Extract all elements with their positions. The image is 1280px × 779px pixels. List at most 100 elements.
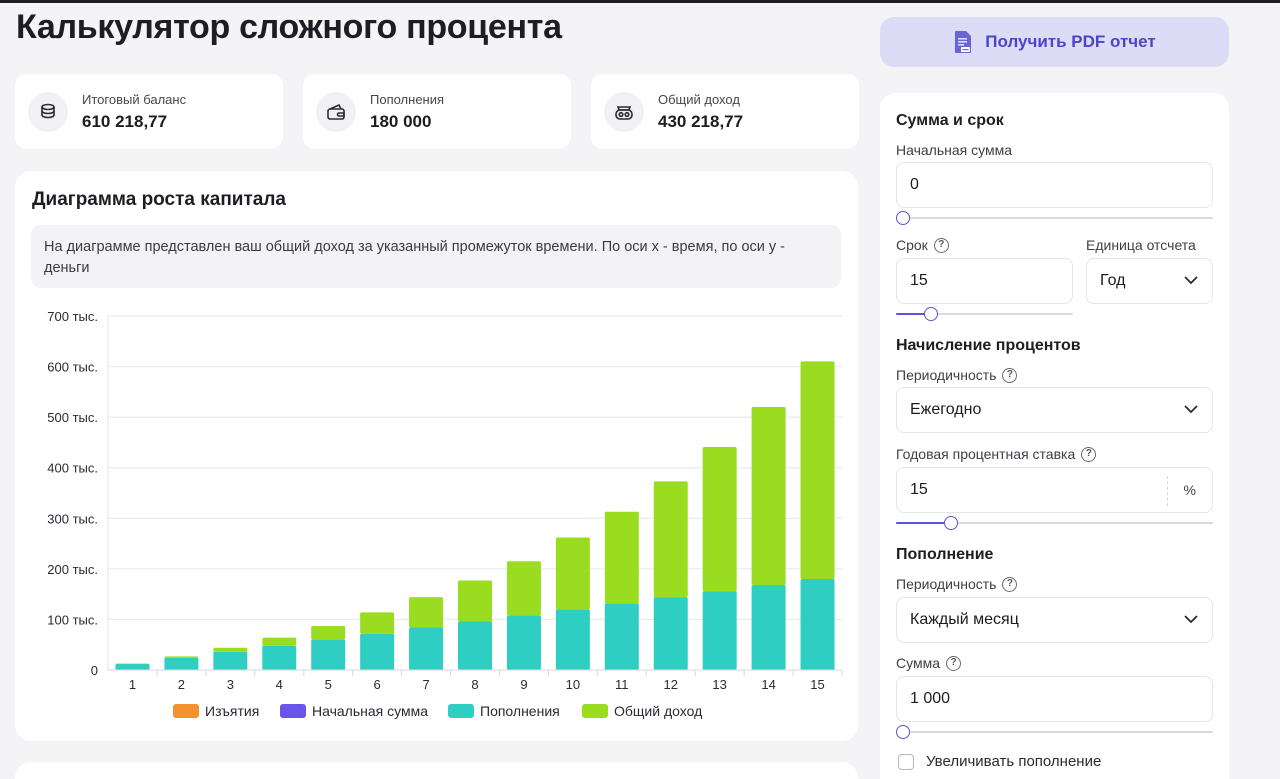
rate-label: Годовая процентная ставка ? xyxy=(896,446,1097,462)
legend-label: Пополнения xyxy=(480,703,560,719)
contribution-period-select[interactable]: Каждый месяц xyxy=(896,597,1213,643)
bar-segment xyxy=(262,645,297,670)
bar-segment xyxy=(604,603,639,670)
unit-label-text: Единица отсчета xyxy=(1086,237,1196,253)
term-input[interactable]: 15 xyxy=(896,258,1073,304)
x-tick-label: 7 xyxy=(422,677,429,692)
bar-segment xyxy=(653,481,688,598)
chart-title: Диаграмма роста капитала xyxy=(32,189,286,210)
interest-period-label-text: Периодичность xyxy=(896,367,997,383)
x-tick-label: 5 xyxy=(325,677,332,692)
slider-thumb[interactable] xyxy=(896,725,910,739)
bar-segment xyxy=(311,639,346,670)
legend-swatch xyxy=(582,704,608,718)
bar-segment xyxy=(115,663,150,670)
help-icon[interactable]: ? xyxy=(1002,367,1018,383)
y-tick-label: 300 тыс. xyxy=(47,511,98,526)
bar-segment xyxy=(213,647,248,652)
lower-card xyxy=(15,762,858,779)
y-tick-label: 0 xyxy=(91,663,98,678)
capital-growth-chart: 0 100 тыс. 200 тыс. 300 тыс. 400 тыс. 500 тыс… xyxy=(47,309,843,719)
legend-swatch xyxy=(448,704,474,718)
pdf-button-label: Получить PDF отчет xyxy=(985,32,1156,51)
x-tick-label: 6 xyxy=(374,677,381,692)
term-value: 15 xyxy=(910,272,928,289)
initial-amount-value: 0 xyxy=(910,176,919,193)
contribution-period-value: Каждый месяц xyxy=(910,611,1019,628)
legend-label: Начальная сумма xyxy=(312,703,428,719)
bar-segment xyxy=(360,633,395,670)
rate-label-text: Годовая процентная ставка xyxy=(896,446,1076,462)
bar-segment xyxy=(409,597,444,628)
page-title: Калькулятор сложного процента xyxy=(16,8,562,46)
help-icon[interactable]: ? xyxy=(933,237,949,253)
x-tick-label: 8 xyxy=(471,677,478,692)
y-tick-label: 500 тыс. xyxy=(47,410,98,425)
unit-value: Год xyxy=(1100,272,1126,289)
stat-card-final-balance: Итоговый баланс 610 218,77 xyxy=(15,74,283,149)
contribution-slider[interactable] xyxy=(896,725,1213,739)
contribution-period-label-text: Периодичность xyxy=(896,576,997,592)
x-tick-label: 9 xyxy=(520,677,527,692)
stat-value: 180 000 xyxy=(370,111,432,131)
stat-value: 610 218,77 xyxy=(82,111,168,131)
bar-segment xyxy=(702,446,737,592)
stat-card-contributions: Пополнения 180 000 xyxy=(303,74,571,149)
x-tick-label: 15 xyxy=(810,677,824,692)
unit-select[interactable]: Год xyxy=(1086,258,1213,304)
y-tick-label: 100 тыс. xyxy=(47,612,98,627)
slider-thumb[interactable] xyxy=(923,307,938,321)
chart-description: На диаграмме представлен ваш общий доход… xyxy=(31,225,841,288)
x-tick-label: 4 xyxy=(276,677,283,692)
suffix-divider xyxy=(1167,476,1168,506)
rate-input[interactable]: 15 % xyxy=(896,467,1213,513)
slider-thumb[interactable] xyxy=(896,211,910,225)
interest-period-label: Периодичность ? xyxy=(896,367,1018,383)
get-pdf-report-button[interactable]: Получить PDF отчет xyxy=(880,17,1229,67)
contribution-amount-value: 1 000 xyxy=(910,690,951,707)
increase-contribution-label: Увеличивать пополнение xyxy=(926,753,1102,770)
help-icon[interactable]: ? xyxy=(1002,576,1018,592)
interest-period-select[interactable]: Ежегодно xyxy=(896,387,1213,433)
stat-card-total-income: Общий доход 430 218,77 xyxy=(591,74,859,149)
chevron-down-icon xyxy=(1184,611,1198,629)
unit-label: Единица отсчета xyxy=(1086,237,1196,253)
x-tick-label: 13 xyxy=(712,677,726,692)
pdf-document-icon xyxy=(953,30,973,54)
section-title-amount-term: Сумма и срок xyxy=(896,112,1004,129)
help-icon[interactable]: ? xyxy=(946,655,961,671)
legend-label: Общий доход xyxy=(614,703,702,719)
increase-contribution-row[interactable]: Увеличивать пополнение xyxy=(898,753,1101,770)
wallet-icon xyxy=(316,91,356,132)
bar-segment xyxy=(458,580,492,622)
stat-label: Пополнения xyxy=(370,91,445,107)
stat-label: Итоговый баланс xyxy=(82,91,187,107)
bar-segment xyxy=(751,585,786,670)
bar-segment xyxy=(751,407,786,586)
x-tick-label: 10 xyxy=(566,677,580,692)
help-icon[interactable]: ? xyxy=(1081,446,1097,462)
bar-segment xyxy=(604,511,639,604)
initial-amount-slider[interactable] xyxy=(896,211,1213,225)
legend-swatch xyxy=(280,704,306,718)
contribution-amount-label-text: Сумма xyxy=(896,655,940,671)
increase-contribution-checkbox[interactable] xyxy=(898,753,914,770)
bar-segment xyxy=(506,561,541,616)
percent-suffix: % xyxy=(1183,482,1196,498)
bar-segment xyxy=(164,656,199,658)
bar-segment xyxy=(555,609,590,670)
bar-segment xyxy=(311,626,346,640)
bar-segment xyxy=(360,612,395,634)
rate-slider[interactable] xyxy=(896,516,1213,530)
bar-segment xyxy=(164,657,199,670)
y-tick-label: 400 тыс. xyxy=(47,461,98,476)
term-slider[interactable] xyxy=(896,307,1073,321)
y-tick-label: 700 тыс. xyxy=(47,309,98,324)
term-label: Срок ? xyxy=(896,237,949,253)
contribution-amount-input[interactable]: 1 000 xyxy=(896,676,1213,722)
bar-segment xyxy=(458,621,492,670)
settings-panel: Сумма и срок Начальная сумма 0 Срок ? Ед… xyxy=(880,93,1229,779)
slider-thumb[interactable] xyxy=(944,516,959,530)
initial-amount-input[interactable]: 0 xyxy=(896,162,1213,208)
stat-value: 430 218,77 xyxy=(658,111,744,131)
